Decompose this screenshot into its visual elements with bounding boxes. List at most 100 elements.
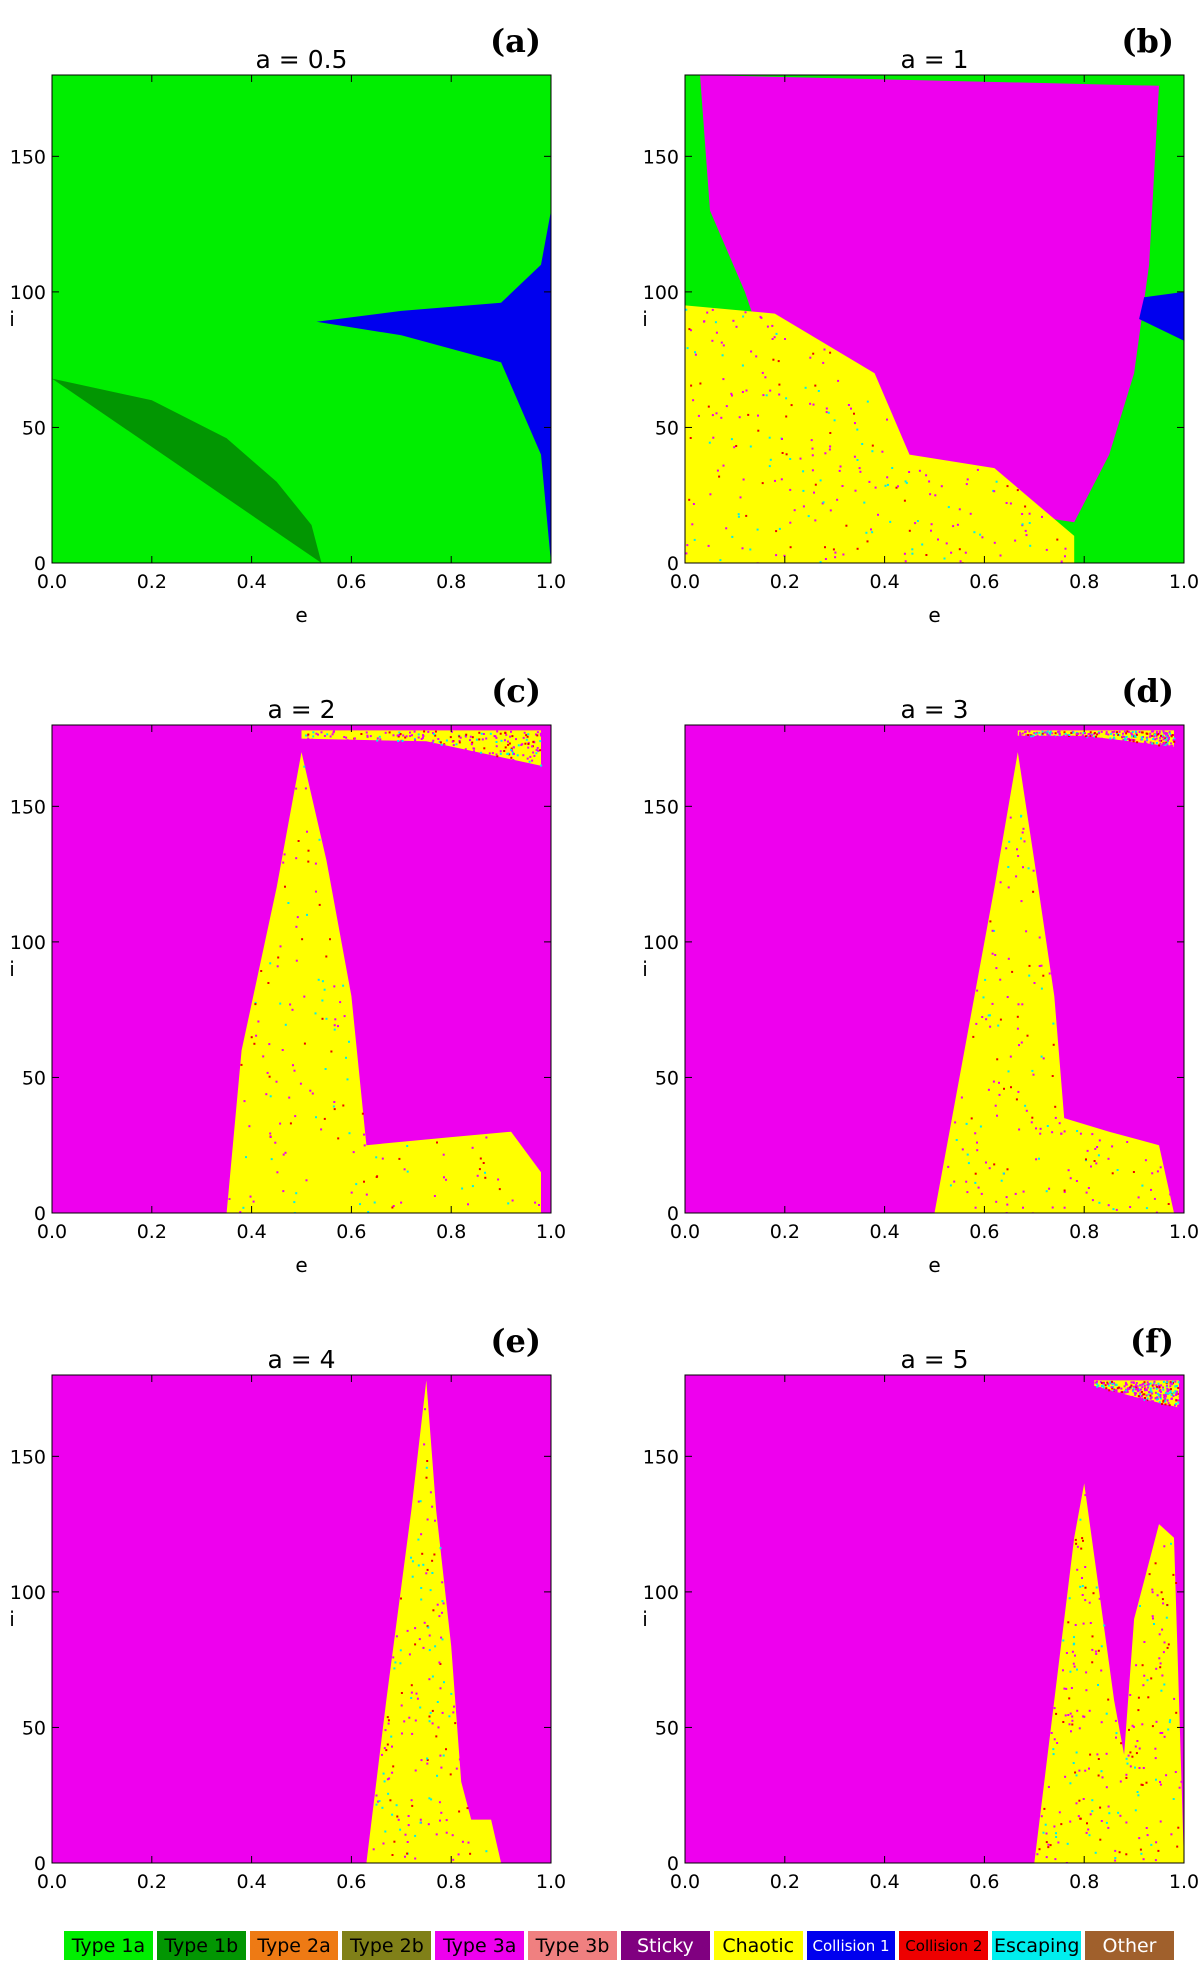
speckle-point [270, 1158, 273, 1161]
speckle-point [778, 393, 781, 396]
speckle-point [1032, 869, 1035, 872]
speckle-point [378, 1800, 381, 1802]
speckle-point [1162, 1399, 1165, 1402]
speckle-point [431, 1572, 434, 1574]
speckle-point [410, 1684, 413, 1687]
speckle-point [363, 1144, 366, 1147]
speckle-point [1071, 735, 1074, 738]
speckle-point [342, 1104, 345, 1107]
speckle-point [778, 383, 781, 386]
speckle-point [1086, 1822, 1088, 1825]
speckle-point [524, 742, 527, 745]
legend-item-escaping: Escaping [992, 1931, 1082, 1960]
speckle-point [1101, 1776, 1104, 1779]
speckle-point [1112, 733, 1115, 736]
speckle-point [1132, 1388, 1135, 1390]
speckle-point [761, 371, 764, 374]
speckle-point [1168, 745, 1171, 748]
plot-frame [684, 724, 1185, 1214]
speckle-point [1166, 744, 1169, 747]
speckle-point [1168, 732, 1171, 735]
speckle-point [1153, 1197, 1156, 1200]
speckle-point [1174, 1390, 1177, 1393]
speckle-point [309, 1089, 312, 1092]
plot-area [52, 1375, 551, 1863]
speckle-point [1025, 534, 1028, 537]
speckle-point [1043, 731, 1046, 734]
speckle-point [538, 1204, 540, 1206]
speckle-point [323, 734, 326, 737]
speckle-point [532, 751, 535, 754]
speckle-point [955, 1139, 958, 1141]
speckle-point [1159, 1666, 1162, 1669]
speckle-point [1157, 1386, 1159, 1389]
speckle-point [965, 1180, 968, 1183]
speckle-point [507, 752, 510, 755]
speckle-point [404, 1833, 407, 1836]
speckle-point [1139, 1384, 1142, 1387]
speckle-point [1067, 1621, 1070, 1624]
speckle-point [1165, 1381, 1168, 1384]
speckle-point [445, 1748, 447, 1751]
speckle-point [1099, 1838, 1102, 1841]
speckle-point [1151, 1725, 1154, 1728]
speckle-point [686, 544, 689, 547]
speckle-point [1113, 730, 1116, 733]
speckle-point [1084, 1769, 1087, 1772]
speckle-point [458, 735, 461, 738]
speckle-point [1095, 1382, 1098, 1385]
speckle-point [995, 967, 998, 970]
x-tick-label: 1.0 [536, 571, 566, 593]
speckle-point [1078, 1799, 1081, 1802]
speckle-point [515, 738, 517, 741]
speckle-point [379, 738, 382, 741]
speckle-point [1158, 1401, 1161, 1404]
speckle-point [861, 443, 864, 445]
speckle-point [1101, 1382, 1103, 1384]
speckle-point [688, 498, 691, 501]
speckle-point [1055, 1832, 1057, 1835]
speckle-point [471, 736, 474, 739]
speckle-point [1168, 731, 1171, 734]
speckle-point [239, 1211, 242, 1213]
speckle-point [1119, 1780, 1122, 1783]
speckle-point [376, 737, 379, 740]
speckle-point [387, 1792, 390, 1795]
speckle-point [411, 1804, 414, 1807]
speckle-point [411, 1575, 414, 1578]
speckle-point [1068, 734, 1071, 736]
speckle-point [1035, 1127, 1037, 1130]
speckle-point [1056, 538, 1059, 541]
speckle-point [694, 353, 697, 356]
speckle-point [333, 1028, 336, 1031]
speckle-point [422, 1646, 425, 1649]
speckle-point [1123, 735, 1126, 738]
speckle-point [1107, 1384, 1110, 1387]
speckle-point [773, 336, 776, 339]
speckle-point [1086, 735, 1089, 738]
speckle-point [1108, 1812, 1111, 1815]
speckle-point [1063, 1191, 1066, 1193]
speckle-point [891, 467, 894, 469]
speckle-point [426, 1568, 429, 1571]
speckle-point [388, 1777, 391, 1780]
speckle-point [781, 452, 784, 454]
speckle-point [1042, 1831, 1045, 1834]
x-axis-label: e [295, 1253, 307, 1277]
speckle-point [1091, 1635, 1094, 1638]
panel-title: a = 3 [900, 695, 968, 724]
speckle-point [289, 1003, 292, 1006]
speckle-point [991, 929, 994, 932]
speckle-point [452, 1711, 455, 1714]
speckle-point [495, 741, 498, 743]
speckle-point [331, 733, 334, 736]
speckle-point [317, 733, 319, 736]
speckle-point [1141, 1397, 1144, 1400]
speckle-point [833, 419, 836, 422]
speckle-point [414, 739, 417, 742]
speckle-point [1078, 1727, 1081, 1730]
speckle-point [499, 732, 502, 735]
chaotic-speckle [1018, 730, 1176, 748]
